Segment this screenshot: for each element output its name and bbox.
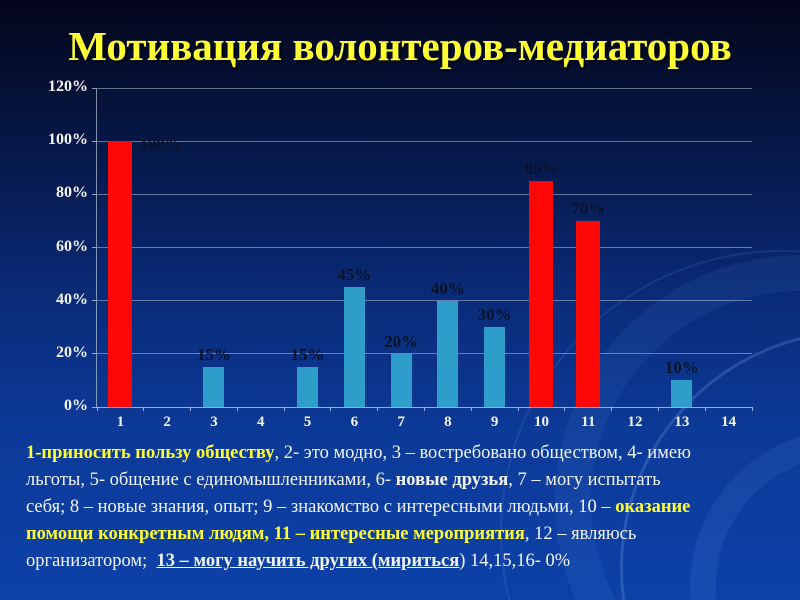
gridline	[97, 140, 752, 142]
x-axis-tick	[143, 407, 145, 411]
x-axis-tick	[470, 407, 472, 411]
y-axis-tick	[92, 193, 96, 195]
x-tick-label: 4	[257, 414, 265, 430]
y-axis-tick	[92, 87, 96, 89]
gridline	[97, 247, 752, 248]
caption-segment: 13 – могу научить других (мириться	[156, 551, 460, 571]
slide-title: Мотивация волонтеров-медиаторов	[68, 23, 732, 69]
caption-segment: , 12 – являюсь	[524, 524, 637, 544]
x-axis-tick	[190, 407, 192, 411]
caption-segment: , 2- это модно, 3 – востребовано обществ…	[274, 443, 691, 463]
x-tick-label: 11	[581, 414, 596, 430]
x-axis-tick	[330, 407, 332, 411]
x-axis-tick	[517, 407, 519, 411]
y-axis-tick	[92, 406, 96, 408]
x-tick-label: 2	[163, 414, 171, 430]
x-axis-tick	[283, 407, 285, 411]
bar-1	[108, 141, 133, 407]
x-axis-tick	[564, 407, 566, 411]
gridline	[97, 300, 752, 302]
x-tick-label: 5	[303, 414, 312, 430]
x-axis-tick	[704, 407, 706, 411]
caption-line: 1-приносить пользу обществу, 2- это модн…	[26, 440, 780, 467]
x-axis-tick	[424, 407, 425, 411]
bar-chart: 0% 20% 40% 60% 80% 100% 120% 1 100% 2 3 15% 4 5 15% 6 4…	[0, 78, 753, 430]
bar-8	[437, 300, 459, 407]
x-tick-label: 10	[533, 414, 549, 430]
caption-line: организатором; 13 – могу научить других …	[26, 548, 780, 575]
y-axis-tick	[92, 140, 96, 142]
x-tick-label: 3	[210, 414, 218, 430]
bar-5	[297, 367, 319, 407]
caption-segment: новые друзья	[395, 470, 509, 490]
bar-value-label: 15%	[196, 345, 231, 365]
bar-7	[390, 353, 412, 407]
x-tick-label: 6	[350, 414, 359, 430]
gridline	[97, 353, 752, 355]
caption-segment: , 7 – могу испытать	[508, 470, 661, 490]
x-axis-tick	[377, 407, 379, 411]
bar-value-label: 20%	[384, 331, 419, 351]
y-tick-label: 20%	[56, 343, 88, 361]
bar-11	[576, 220, 601, 407]
bar-value-label: 70%	[571, 198, 606, 218]
bar-3	[203, 367, 225, 407]
x-tick-label: 13	[674, 414, 690, 430]
x-tick-label: 7	[397, 414, 405, 430]
y-tick-label: 120%	[48, 78, 88, 95]
caption-line: себя; 8 – новые знания, опыт; 9 – знаком…	[26, 494, 780, 521]
bar-value-label: 100%	[139, 134, 182, 154]
bar-9	[484, 327, 506, 407]
bar-value-label: 45%	[337, 265, 372, 285]
bar-value-label: 85%	[524, 159, 559, 179]
bar-value-label: 40%	[430, 278, 465, 298]
x-tick-label: 14	[721, 414, 737, 430]
bar-13	[671, 380, 693, 407]
x-axis-tick	[611, 407, 613, 411]
y-axis-tick	[92, 247, 96, 248]
caption-segment: ) 14,15,16- 0%	[459, 551, 571, 571]
caption-line: льготы, 5- общение с единомышленниками, …	[26, 467, 780, 494]
x-tick-label: 1	[116, 414, 125, 430]
x-tick-label: 8	[444, 414, 452, 430]
y-axis-labels: 0% 20% 40% 60% 80% 100% 120%	[0, 78, 88, 414]
x-axis-tick	[236, 407, 238, 411]
y-axis-tick	[92, 353, 96, 355]
caption-segment: себя; 8 – новые знания, опыт; 9 – знаком…	[26, 497, 616, 517]
x-axis-tick	[657, 407, 659, 411]
bar-value-label: 30%	[477, 305, 512, 325]
y-tick-label: 100%	[48, 131, 88, 149]
x-tick-label: 12	[627, 414, 643, 430]
caption-segment: организатором;	[26, 551, 157, 571]
gridline	[97, 87, 752, 89]
plot-area: 1 100% 2 3 15% 4 5 15% 6 45% 7 20% 8 40% 9 30% 10 85% 11 70…	[92, 87, 753, 430]
bar-value-label: 15%	[290, 345, 325, 365]
gridline	[97, 193, 752, 195]
caption-text: 1-приносить пользу обществу, 2- это модн…	[26, 440, 780, 575]
caption-segment: помощи конкретным людям, 11 – интересные…	[26, 524, 525, 544]
caption-segment: 1-приносить пользу обществу	[26, 443, 275, 463]
bar-6	[343, 287, 365, 407]
y-tick-label: 0%	[64, 397, 88, 414]
y-tick-label: 40%	[56, 290, 88, 308]
y-tick-label: 60%	[56, 237, 88, 255]
x-tick-label: 9	[490, 414, 499, 430]
x-axis-tick	[96, 407, 98, 411]
caption-line: помощи конкретным людям, 11 – интересные…	[26, 521, 780, 548]
y-tick-label: 80%	[56, 184, 88, 202]
y-axis-tick	[92, 300, 96, 302]
caption-segment: льготы, 5- общение с единомышленниками, …	[26, 470, 396, 490]
bar-value-label: 10%	[664, 358, 699, 378]
caption-segment: оказание	[615, 497, 691, 517]
x-axis-tick	[751, 407, 753, 411]
bar-10	[529, 181, 554, 407]
